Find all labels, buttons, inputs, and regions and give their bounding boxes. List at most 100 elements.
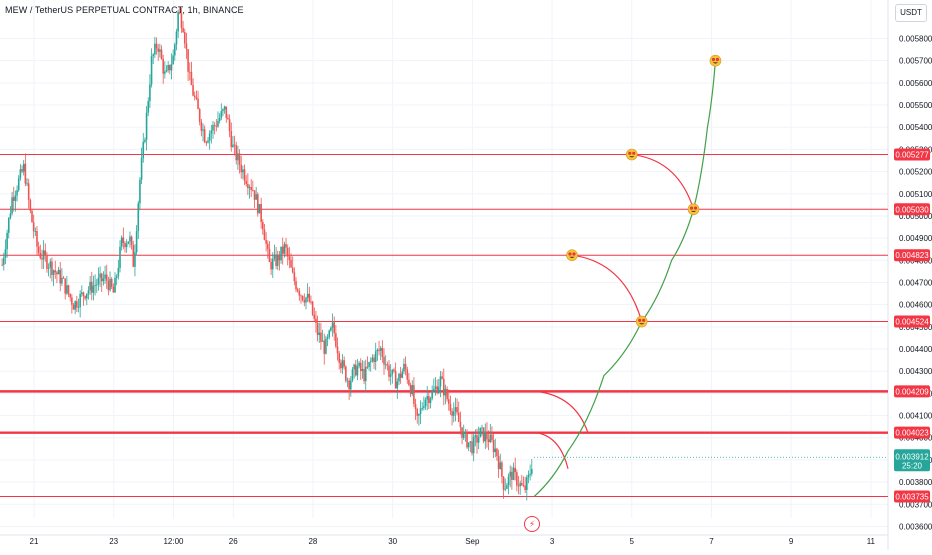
candle-body — [200, 121, 203, 131]
current-price-tag — [894, 449, 930, 472]
y-tick-label: 0.005200 — [899, 168, 932, 177]
candle-body — [507, 476, 510, 486]
candle-body — [188, 71, 191, 73]
candle-body — [394, 371, 397, 389]
candle-body — [338, 353, 340, 363]
candle-body — [472, 436, 475, 454]
candle-body — [388, 365, 390, 377]
candle-body — [240, 164, 243, 173]
emoji-eye — [628, 151, 632, 155]
candle-body — [160, 49, 163, 59]
candle-body — [37, 246, 40, 253]
candle-body — [280, 246, 282, 261]
candle-body — [164, 71, 166, 74]
candle-body — [341, 360, 344, 369]
candle-body — [230, 131, 233, 147]
candle-body — [301, 296, 304, 300]
star-struck-emoji-icon[interactable] — [687, 203, 700, 216]
candle-body — [195, 97, 198, 99]
candle-body — [527, 474, 530, 478]
y-tick-label: 0.004100 — [899, 412, 932, 421]
candle-body — [110, 278, 113, 287]
candle-body — [391, 369, 394, 375]
candle-body — [438, 386, 440, 393]
x-tick-label: 26 — [229, 537, 238, 546]
candle-body — [442, 378, 445, 396]
lightning-icon[interactable]: ⚡ — [524, 516, 540, 532]
candle-body — [522, 485, 525, 486]
candle-body — [19, 169, 22, 179]
candle-body — [298, 291, 301, 296]
star-struck-emoji-icon[interactable] — [625, 148, 638, 161]
candle-body — [69, 293, 71, 298]
candle-body — [71, 297, 73, 305]
emoji-eye — [572, 252, 576, 256]
candle-body — [47, 267, 50, 269]
candle-body — [6, 232, 8, 250]
candle-body — [39, 252, 42, 259]
candle-body — [79, 293, 81, 308]
x-tick-label: 3 — [550, 537, 555, 546]
emoji-eye — [642, 318, 646, 322]
candle-body — [333, 322, 336, 334]
candle-body — [243, 169, 246, 181]
y-tick-label: 0.004400 — [899, 345, 932, 354]
candle-body — [516, 472, 518, 486]
candle-body — [95, 284, 98, 286]
candle-body — [457, 412, 460, 422]
candle-body — [205, 142, 208, 144]
candle-body — [416, 409, 419, 416]
candle-body — [429, 398, 432, 404]
candle-body — [59, 269, 62, 284]
candle-body — [524, 485, 526, 491]
candle-body — [154, 43, 156, 55]
candle-body — [325, 338, 327, 354]
candle-body — [502, 476, 505, 490]
candle-body — [310, 301, 312, 303]
candle-body — [519, 483, 521, 487]
emoji-mouth — [639, 323, 645, 325]
currency-button[interactable]: USDT — [895, 4, 927, 22]
candle-body — [459, 421, 462, 428]
candle-body — [120, 237, 123, 247]
candle-body — [321, 340, 324, 342]
candle-body — [479, 427, 482, 438]
candle-body — [29, 200, 32, 211]
candle-body — [140, 158, 143, 180]
star-struck-emoji-icon[interactable] — [566, 249, 578, 261]
emoji-eye — [711, 57, 716, 62]
candle-body — [109, 278, 111, 291]
candle-body — [248, 187, 251, 189]
level-price-tag — [894, 385, 930, 398]
star-struck-emoji-icon[interactable] — [709, 54, 722, 67]
candle-body — [467, 442, 470, 448]
candle-body — [517, 485, 520, 487]
candle-body — [345, 366, 347, 381]
candle-body — [476, 435, 478, 443]
candle-body — [278, 254, 281, 261]
candle-body — [169, 65, 171, 71]
candle-body — [129, 236, 131, 242]
candle-body — [257, 194, 259, 214]
candle-body — [408, 379, 410, 385]
candle-body — [428, 396, 430, 404]
candle-body — [193, 95, 196, 98]
y-tick-label: 0.004300 — [899, 367, 932, 376]
candle-body — [152, 54, 155, 57]
candle-body — [46, 255, 48, 269]
candle-body — [31, 210, 33, 223]
candle-body — [258, 204, 261, 214]
candle-body — [115, 276, 118, 278]
candle-body — [281, 246, 284, 254]
candle-body — [162, 58, 164, 74]
star-struck-emoji-icon[interactable] — [635, 315, 648, 328]
candle-countdown: 25:20 — [902, 461, 923, 470]
candle-body — [316, 322, 319, 336]
candle-body — [100, 273, 103, 282]
candle-body — [159, 49, 161, 52]
y-tick-label: 0.005100 — [899, 190, 932, 199]
candle-body — [315, 318, 317, 323]
candle-body — [157, 48, 159, 52]
